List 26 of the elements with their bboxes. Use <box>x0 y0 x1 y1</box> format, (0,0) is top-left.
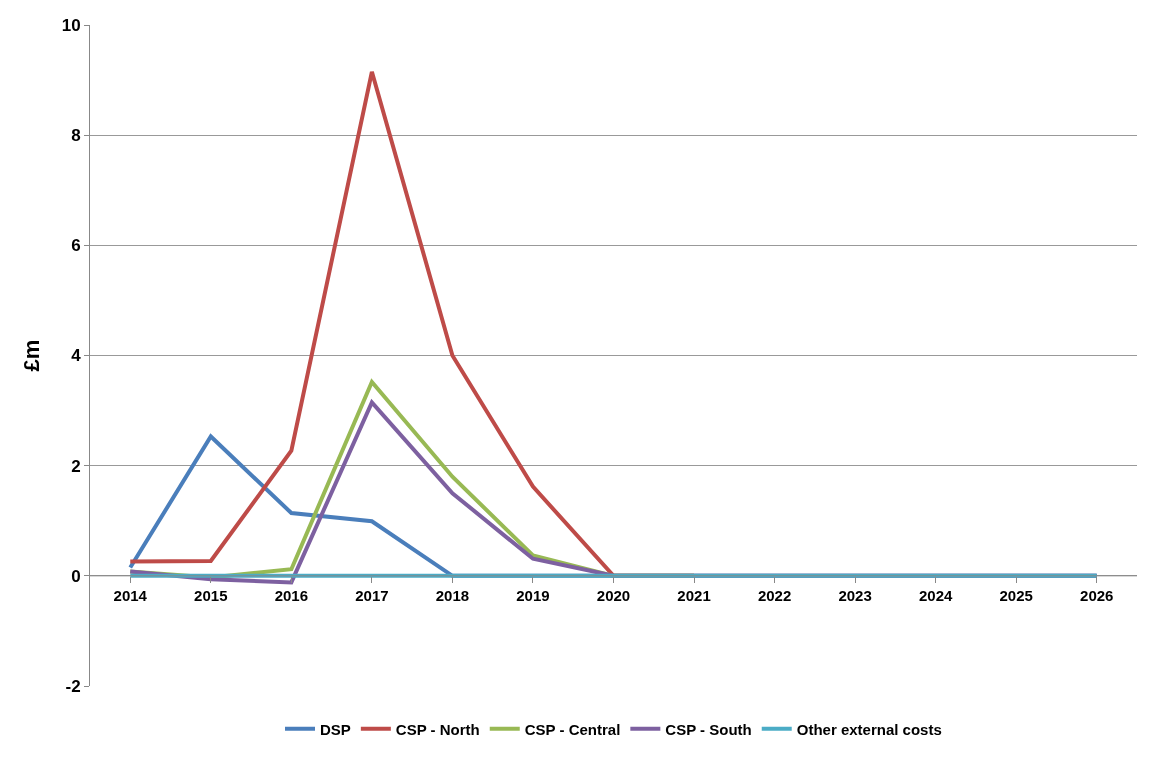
x-tick-label: 2025 <box>999 586 1033 604</box>
x-tick-label: 2019 <box>516 586 550 604</box>
y-axis-title: £m <box>19 339 45 372</box>
x-tick-label: 2018 <box>435 586 470 604</box>
y-tick-label: 10 <box>61 15 81 35</box>
y-tick-label: 8 <box>71 126 81 146</box>
legend-label: Other external costs <box>796 720 942 738</box>
y-tick-label: 2 <box>71 456 81 476</box>
x-tick-label: 2022 <box>757 586 792 604</box>
legend-label: CSP - Central <box>524 720 621 738</box>
x-tick-label: 2017 <box>355 586 389 604</box>
x-tick-label: 2021 <box>677 586 711 604</box>
y-tick-label: -2 <box>65 676 81 696</box>
y-tick-label: 6 <box>71 236 81 256</box>
legend-label: DSP <box>320 720 351 738</box>
legend-label: CSP - North <box>395 720 480 738</box>
x-tick-label: 2016 <box>274 586 309 604</box>
x-tick-label: 2020 <box>596 586 631 604</box>
x-tick-label: 2015 <box>194 586 228 604</box>
legend-label: CSP - South <box>665 720 752 738</box>
x-tick-label: 2014 <box>113 586 148 604</box>
y-tick-label: 0 <box>71 566 81 586</box>
y-tick-label: 4 <box>71 346 82 366</box>
x-tick-label: 2023 <box>838 586 872 604</box>
x-tick-label: 2026 <box>1080 586 1114 604</box>
x-tick-label: 2024 <box>918 586 953 604</box>
